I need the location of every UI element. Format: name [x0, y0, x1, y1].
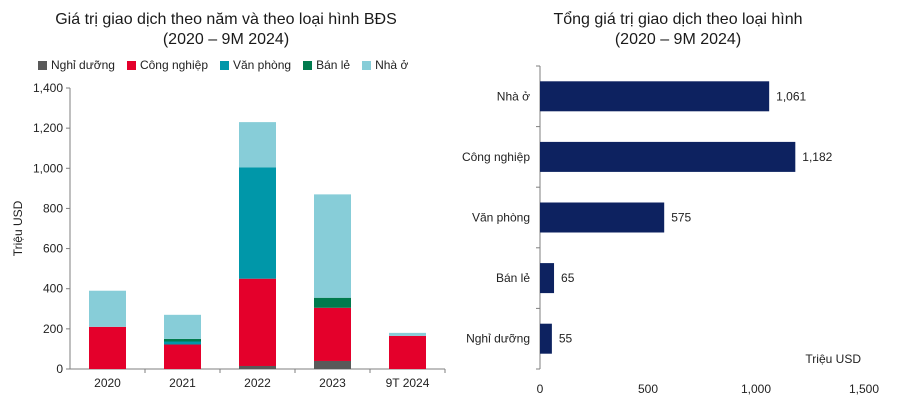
data-label: 65 — [561, 271, 575, 285]
legend-swatch — [303, 60, 313, 70]
x-tick-label: 500 — [638, 382, 658, 396]
data-label: 575 — [671, 211, 691, 225]
legend-label: Bán lẻ — [316, 58, 351, 72]
bar-nha-o — [540, 81, 770, 112]
y-tick-label: 1,000 — [33, 161, 63, 175]
y-tick-label: Nghỉ dưỡng — [466, 332, 530, 346]
x-tick-label: 9T 2024 — [386, 376, 430, 390]
bar-nha-o-2023 — [314, 194, 351, 298]
bar-ban-le-2021 — [164, 338, 201, 342]
bar-van-phong-2021 — [164, 341, 201, 345]
horizontal-bar-chart: 0 500 1,000 1,500 Triệu USD Nhà ở 1,061 Công ng… — [462, 65, 879, 396]
bar-nghi-duong-2023 — [314, 360, 351, 369]
legend-swatch — [38, 60, 47, 70]
left-chart-title: Giá trị giao dịch theo năm và theo loại … — [0, 10, 452, 50]
right-chart-title-line2: (2020 – 9M 2024) — [614, 31, 742, 48]
legend-swatch — [220, 60, 229, 70]
bar-nha-o-9t-2024 — [389, 332, 426, 336]
y-tick-label: Bán lẻ — [496, 271, 530, 285]
bar-nghi-duong — [540, 323, 552, 354]
legend-item-ban-le: Bán lẻ — [303, 58, 350, 72]
y-axis-title: Triệu USD — [11, 200, 25, 256]
left-chart-title-line1: Giá trị giao dịch theo năm và theo loại … — [55, 11, 397, 28]
x-tick-label: 1,500 — [849, 382, 879, 396]
x-tick-label: 1,000 — [741, 382, 771, 396]
x-tick-label: 2022 — [244, 376, 271, 390]
left-chart-title-line2: (2020 – 9M 2024) — [162, 31, 290, 48]
legend-swatch — [362, 60, 372, 70]
y-tick-label: 400 — [43, 282, 63, 296]
bar-nha-o-2022 — [239, 122, 276, 168]
y-tick-label: 800 — [43, 201, 63, 215]
bar-cong-nghiep-9t-2024 — [389, 335, 426, 369]
legend-item-nha-o: Nhà ở — [362, 58, 408, 72]
y-tick-label: 1,400 — [33, 81, 63, 95]
data-label: 1,182 — [802, 150, 832, 164]
bar-ban-le-2023 — [314, 297, 351, 308]
legend-swatch — [126, 60, 136, 70]
bar-nghi-duong-2022 — [239, 365, 276, 369]
stacked-bar-chart: 0 200 400 600 800 1,000 1,200 1,400 Triệu USD 202… — [11, 81, 446, 390]
y-tick-label: Nhà ở — [497, 89, 530, 103]
bar-cong-nghiep-2023 — [314, 307, 351, 361]
legend-label: Văn phòng — [233, 58, 292, 72]
bar-nha-o-2021 — [164, 314, 201, 339]
bar-cong-nghiep-2022 — [239, 278, 276, 366]
bar-cong-nghiep — [540, 141, 796, 172]
x-tick-label: 0 — [537, 382, 544, 396]
y-tick-label: 1,200 — [33, 121, 63, 135]
y-tick-label: 600 — [43, 242, 63, 256]
legend-label: Nghỉ dưỡng — [51, 58, 115, 72]
y-tick-label: Văn phòng — [472, 211, 530, 225]
y-tick-label: Công nghiệp — [462, 150, 530, 164]
bar-nha-o-2020 — [89, 290, 126, 327]
x-tick-label: 2021 — [169, 376, 196, 390]
bar-cong-nghiep-2020 — [89, 326, 126, 369]
legend-item-cong-nghiep: Công nghiệp — [126, 58, 208, 72]
bar-van-phong-2022 — [239, 167, 276, 279]
x-axis-title: Triệu USD — [805, 352, 861, 366]
bar-cong-nghiep-2021 — [164, 344, 201, 369]
bar-ban-le — [540, 263, 555, 294]
chart-legend: Nghỉ dưỡng Công nghiệp Văn phòng Bán lẻ Nhà … — [38, 58, 408, 72]
right-chart-title-line1: Tổng giá trị giao dịch theo loại hình — [553, 11, 803, 28]
y-tick-label: 200 — [43, 322, 63, 336]
right-chart-title: Tổng giá trị giao dịch theo loại hình (2… — [452, 10, 904, 50]
legend-item-van-phong: Văn phòng — [220, 58, 291, 72]
x-tick-label: 2020 — [94, 376, 121, 390]
legend-label: Nhà ở — [375, 58, 409, 72]
legend-label: Công nghiệp — [139, 58, 208, 72]
data-label: 55 — [559, 332, 573, 346]
data-label: 1,061 — [776, 89, 806, 103]
y-tick-label: 0 — [56, 362, 63, 376]
legend-item-nghi-duong: Nghỉ dưỡng — [38, 58, 115, 72]
bar-van-phong — [540, 202, 665, 233]
x-tick-label: 2023 — [319, 376, 346, 390]
